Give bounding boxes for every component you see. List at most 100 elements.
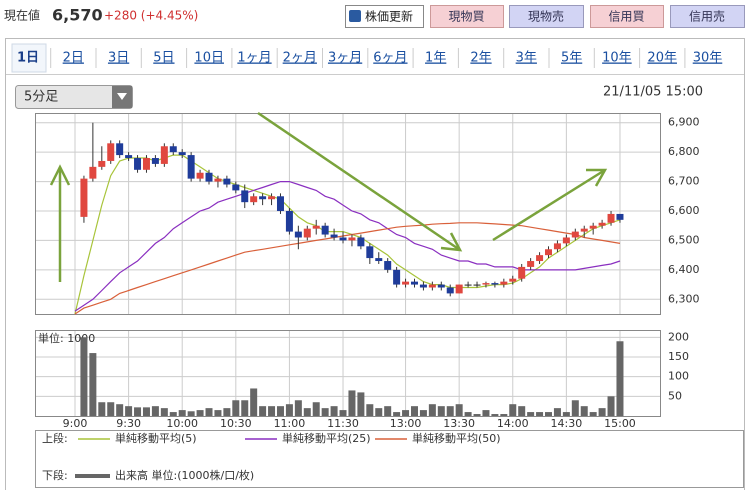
legend-group-label: 下段: <box>42 468 68 482</box>
volume-bar <box>285 404 293 416</box>
tab[interactable]: 1日 <box>17 51 39 66</box>
button-label: 現物売 <box>528 9 564 24</box>
volume-bar <box>276 406 284 416</box>
candle-body <box>116 143 124 156</box>
candle-body <box>330 234 338 238</box>
volume-bar <box>410 406 418 416</box>
candle-body <box>562 237 570 244</box>
tab[interactable]: 1ヶ月 <box>237 51 271 66</box>
candle-body <box>616 213 624 220</box>
volume-bar <box>580 406 588 416</box>
candle-body <box>125 155 133 159</box>
tab[interactable]: 2日 <box>63 51 84 66</box>
volume-bar <box>589 412 597 416</box>
tab[interactable]: 3年 <box>516 51 537 66</box>
candle-body <box>178 152 186 156</box>
candle-body <box>366 246 374 259</box>
tab[interactable]: 2ヶ月 <box>283 51 317 66</box>
candle-body <box>598 222 606 226</box>
volume-bar <box>160 408 168 416</box>
tab[interactable]: 2年 <box>470 51 491 66</box>
interval-select[interactable]: 5分足 <box>15 85 133 109</box>
volume-tick-label: 50 <box>668 389 682 402</box>
candle-body <box>527 261 535 267</box>
volume-bar <box>250 388 258 416</box>
volume-bar <box>366 404 374 416</box>
candle-body <box>419 284 427 288</box>
button[interactable]: 現物売 <box>509 5 584 28</box>
volume-bar <box>303 408 311 416</box>
volume-bar <box>553 408 561 416</box>
tab[interactable]: 10年 <box>602 51 632 66</box>
volume-bar <box>80 337 88 416</box>
legend-group-label: 上段: <box>42 431 68 445</box>
tab[interactable]: 5日 <box>153 51 174 66</box>
candle-body <box>536 255 544 262</box>
legend-label: 単純移動平均(50) <box>412 431 501 445</box>
candle-body <box>500 281 508 285</box>
candle-body <box>134 158 142 170</box>
x-tick-label: 11:30 <box>327 417 359 430</box>
tab[interactable]: 1年 <box>425 51 446 66</box>
volume-bar <box>151 406 159 416</box>
tab[interactable]: 10日 <box>194 51 224 66</box>
volume-tick-label: 100 <box>668 370 689 383</box>
volume-bar <box>98 402 106 416</box>
button[interactable]: 現物買 <box>430 5 504 28</box>
volume-bar <box>134 407 142 416</box>
annotation-arrows <box>49 111 608 282</box>
tab[interactable]: 3日 <box>108 51 129 66</box>
button-label: 株価更新 <box>365 9 413 24</box>
legend-label: 単純移動平均(5) <box>115 431 197 445</box>
price-label: 現在値 <box>4 8 40 23</box>
button[interactable]: 信用買 <box>590 5 664 28</box>
candle-body <box>89 166 97 179</box>
candle-body <box>241 190 249 203</box>
candle-body <box>437 284 445 288</box>
y-tick-label: 6,700 <box>668 175 700 188</box>
candle-body <box>232 184 240 191</box>
candle-body <box>348 237 356 241</box>
interval-label: 5分足 <box>24 90 58 105</box>
volume-bar <box>339 410 347 416</box>
volume-bar <box>437 406 445 416</box>
candle-body <box>205 172 213 182</box>
moving-average-line <box>74 222 621 315</box>
volume-bar <box>428 404 436 416</box>
candle-body <box>151 158 159 164</box>
y-tick-label: 6,900 <box>668 116 700 129</box>
tab[interactable]: 30年 <box>693 51 723 66</box>
button-bg <box>509 5 584 28</box>
button-label: 信用売 <box>689 9 725 24</box>
x-tick-label: 15:00 <box>604 417 636 430</box>
candle-body <box>250 196 258 203</box>
candle-body <box>455 284 463 294</box>
candle-body <box>393 269 401 285</box>
volume-bar <box>294 400 302 416</box>
candle-body <box>428 284 436 288</box>
active-tab <box>11 43 47 73</box>
tab[interactable]: 20年 <box>647 51 677 66</box>
refresh-icon <box>349 10 361 22</box>
candle-body <box>276 196 284 211</box>
candle-body <box>303 228 311 238</box>
y-tick-label: 6,400 <box>668 263 700 276</box>
button[interactable]: 信用売 <box>670 5 745 28</box>
candle-body <box>482 283 490 285</box>
volume-bar <box>446 406 454 416</box>
candle-body <box>402 281 410 285</box>
tab[interactable]: 6ヶ月 <box>373 51 407 66</box>
button[interactable]: 株価更新 <box>345 5 424 28</box>
tab[interactable]: 3ヶ月 <box>328 51 362 66</box>
x-tick-label: 14:30 <box>551 417 583 430</box>
volume-bar <box>205 408 213 416</box>
tab[interactable]: 5年 <box>561 51 582 66</box>
volume-bar <box>527 412 535 416</box>
volume-bar <box>330 406 338 416</box>
button-bar: 株価更新 現物買 現物売 信用買 信用売 <box>345 5 745 28</box>
x-tick-label: 10:00 <box>166 417 198 430</box>
volume-bar <box>196 410 204 416</box>
candle-body <box>518 266 526 279</box>
candle-body <box>259 196 267 200</box>
timestamp: 21/11/05 15:00 <box>603 85 703 100</box>
